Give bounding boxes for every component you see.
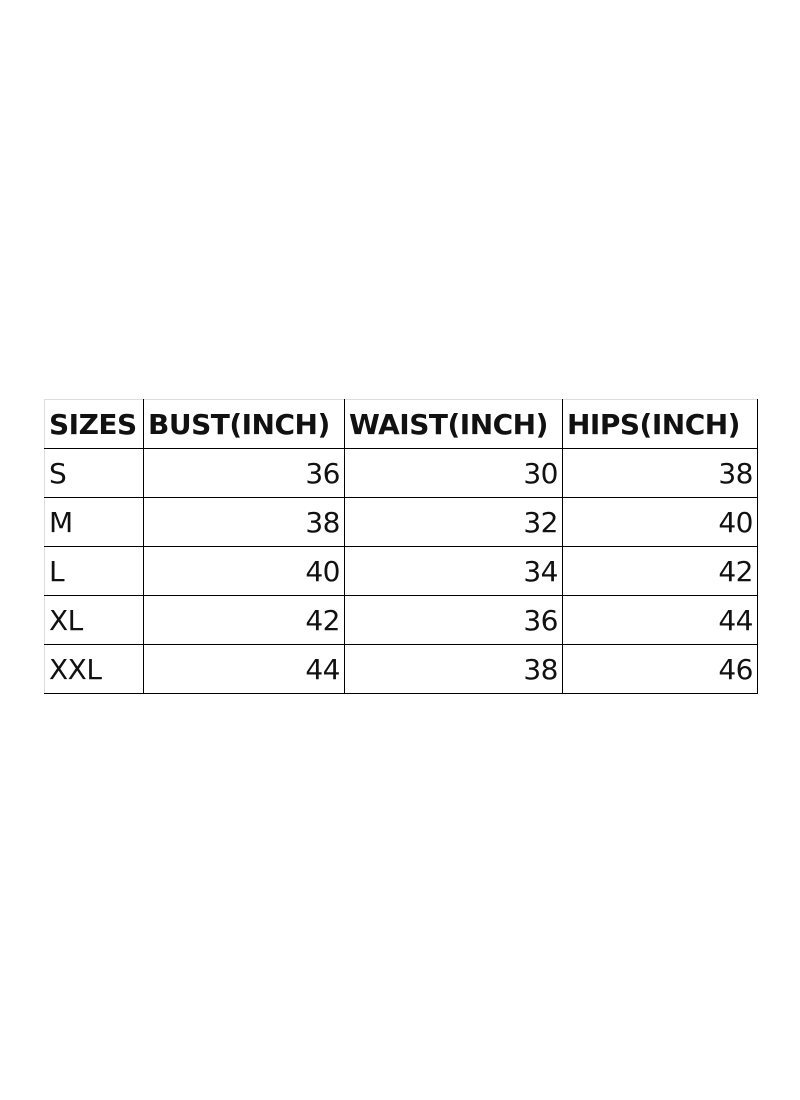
table-row: L 40 34 42	[44, 546, 758, 596]
cell-hips: 42	[562, 546, 758, 596]
table-row: M 38 32 40	[44, 497, 758, 547]
header-sizes: SIZES	[44, 399, 144, 449]
header-hips: HIPS(INCH)	[562, 399, 758, 449]
cell-size: XL	[44, 595, 144, 645]
cell-bust: 38	[143, 497, 345, 547]
cell-waist: 30	[344, 448, 563, 498]
header-bust: BUST(INCH)	[143, 399, 345, 449]
header-waist: WAIST(INCH)	[344, 399, 563, 449]
cell-waist: 38	[344, 644, 563, 694]
cell-bust: 42	[143, 595, 345, 645]
cell-waist: 36	[344, 595, 563, 645]
cell-size: S	[44, 448, 144, 498]
table-row: XL 42 36 44	[44, 595, 758, 645]
cell-waist: 32	[344, 497, 563, 547]
header-row: SIZES BUST(INCH) WAIST(INCH) HIPS(INCH)	[44, 399, 758, 449]
cell-bust: 40	[143, 546, 345, 596]
cell-bust: 36	[143, 448, 345, 498]
cell-hips: 40	[562, 497, 758, 547]
cell-size: M	[44, 497, 144, 547]
cell-hips: 38	[562, 448, 758, 498]
cell-hips: 46	[562, 644, 758, 694]
table-row: XXL 44 38 46	[44, 644, 758, 694]
cell-bust: 44	[143, 644, 345, 694]
cell-waist: 34	[344, 546, 563, 596]
cell-hips: 44	[562, 595, 758, 645]
table-row: S 36 30 38	[44, 448, 758, 498]
size-chart-table: SIZES BUST(INCH) WAIST(INCH) HIPS(INCH) …	[44, 399, 758, 694]
cell-size: XXL	[44, 644, 144, 694]
cell-size: L	[44, 546, 144, 596]
